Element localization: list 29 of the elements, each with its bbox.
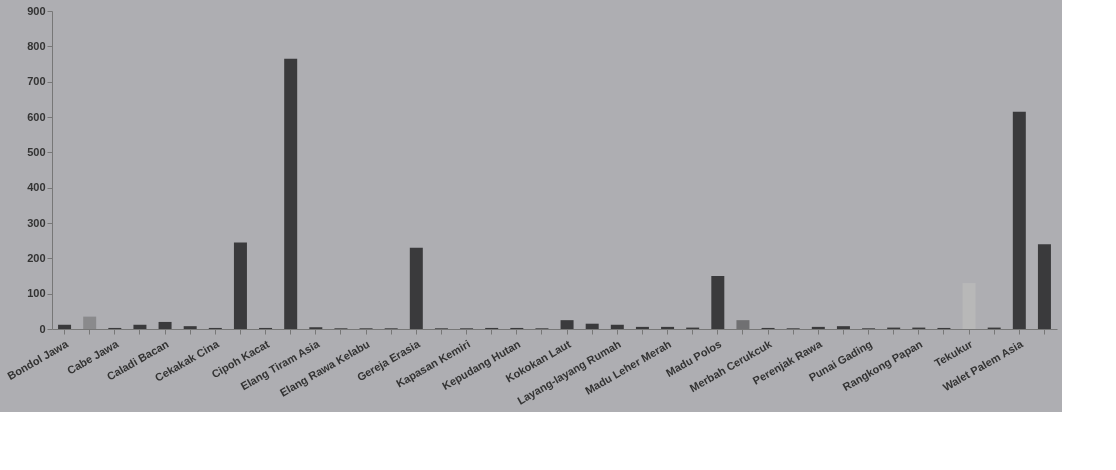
bar (661, 326, 675, 329)
y-tick-label: 0 (39, 322, 46, 335)
bar (585, 323, 599, 329)
bar (284, 58, 298, 329)
y-tick-label: 400 (27, 181, 46, 194)
y-tick-label: 200 (27, 251, 46, 264)
bar (233, 242, 247, 329)
bar (133, 324, 147, 329)
bar (635, 326, 649, 329)
y-tick-label: 900 (27, 4, 46, 17)
bar (836, 326, 850, 329)
y-tick-label: 500 (27, 145, 46, 158)
bar (1012, 111, 1026, 329)
bar (560, 320, 574, 329)
bar (1037, 244, 1051, 329)
y-tick-label: 700 (27, 75, 46, 88)
bar (58, 324, 72, 329)
bar (409, 247, 423, 329)
y-tick-label: 600 (27, 110, 46, 123)
bar (811, 326, 825, 329)
bar (711, 276, 725, 329)
bar (962, 283, 976, 329)
y-tick-label: 300 (27, 216, 46, 229)
bar (158, 321, 172, 329)
bar (83, 316, 97, 329)
bar (610, 324, 624, 329)
bar (183, 326, 197, 329)
y-tick-label: 100 (27, 287, 46, 300)
y-tick-label: 800 (27, 39, 46, 52)
